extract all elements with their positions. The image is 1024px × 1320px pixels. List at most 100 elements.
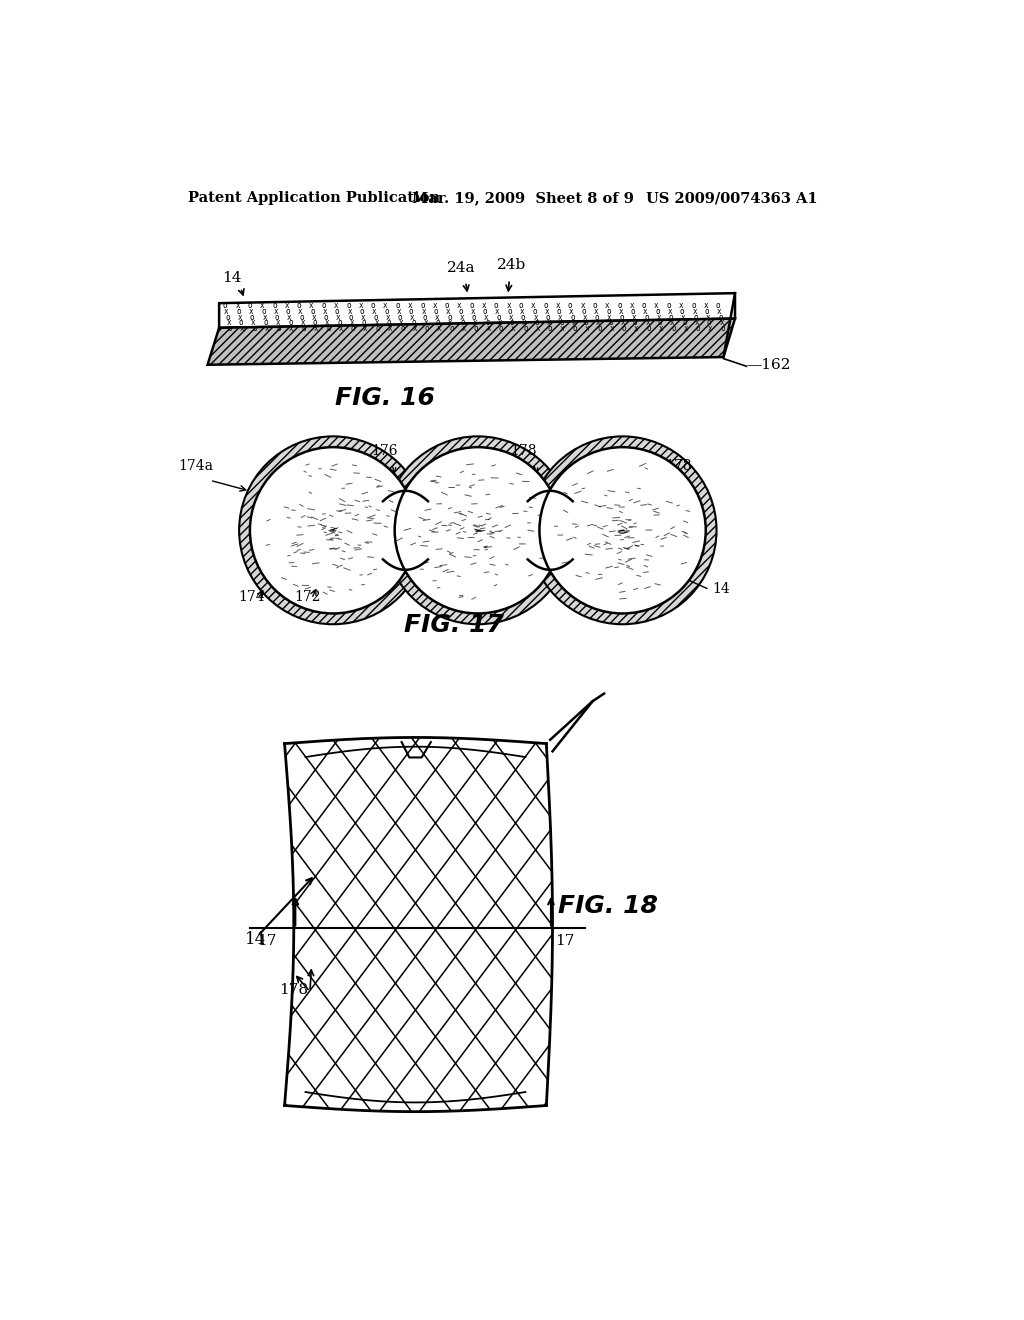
Text: x: x bbox=[654, 301, 658, 310]
Text: o: o bbox=[622, 325, 627, 333]
Text: o: o bbox=[523, 325, 528, 333]
Text: x: x bbox=[558, 313, 562, 322]
Text: o: o bbox=[620, 313, 625, 322]
Text: o: o bbox=[324, 313, 329, 322]
Text: x: x bbox=[383, 301, 388, 310]
Text: o: o bbox=[617, 301, 622, 310]
Text: FIG. 17: FIG. 17 bbox=[404, 612, 504, 638]
Text: o: o bbox=[422, 313, 427, 322]
Text: x: x bbox=[630, 301, 634, 310]
Text: x: x bbox=[226, 318, 231, 327]
Text: o: o bbox=[326, 325, 331, 333]
Text: o: o bbox=[409, 306, 414, 315]
Text: o: o bbox=[642, 301, 646, 310]
Text: x: x bbox=[560, 325, 565, 333]
Text: x: x bbox=[396, 306, 401, 315]
Text: o: o bbox=[225, 313, 230, 322]
Text: x: x bbox=[496, 306, 500, 315]
Text: x: x bbox=[298, 306, 303, 315]
Text: x: x bbox=[708, 325, 713, 333]
Text: x: x bbox=[462, 325, 466, 333]
Text: x: x bbox=[621, 318, 626, 327]
Text: x: x bbox=[240, 325, 245, 333]
Text: x: x bbox=[410, 313, 415, 322]
Text: x: x bbox=[520, 306, 524, 315]
Text: o: o bbox=[559, 318, 563, 327]
Text: x: x bbox=[421, 306, 426, 315]
Text: o: o bbox=[371, 301, 376, 310]
Text: o: o bbox=[532, 306, 537, 315]
Text: 24a: 24a bbox=[447, 261, 476, 276]
Text: x: x bbox=[506, 301, 511, 310]
Text: o: o bbox=[472, 313, 476, 322]
Text: o: o bbox=[458, 306, 463, 315]
Text: o: o bbox=[312, 318, 317, 327]
Text: Mar. 19, 2009  Sheet 8 of 9: Mar. 19, 2009 Sheet 8 of 9 bbox=[412, 191, 634, 206]
Text: x: x bbox=[511, 325, 515, 333]
Text: x: x bbox=[486, 325, 490, 333]
Text: o: o bbox=[351, 325, 355, 333]
Text: o: o bbox=[412, 318, 416, 327]
Text: o: o bbox=[299, 313, 304, 322]
Text: o: o bbox=[568, 301, 572, 310]
Text: x: x bbox=[437, 325, 441, 333]
Text: o: o bbox=[521, 313, 525, 322]
Text: o: o bbox=[485, 318, 489, 327]
Text: x: x bbox=[522, 318, 526, 327]
Text: o: o bbox=[671, 325, 676, 333]
Text: o: o bbox=[420, 301, 425, 310]
Text: o: o bbox=[263, 318, 268, 327]
Text: x: x bbox=[309, 301, 313, 310]
Ellipse shape bbox=[250, 447, 416, 614]
Text: o: o bbox=[359, 306, 365, 315]
Text: o: o bbox=[718, 313, 723, 322]
Text: x: x bbox=[609, 325, 614, 333]
Text: o: o bbox=[322, 301, 326, 310]
Text: o: o bbox=[720, 325, 725, 333]
Text: 14: 14 bbox=[245, 931, 266, 948]
Text: x: x bbox=[347, 306, 352, 315]
Text: x: x bbox=[374, 318, 379, 327]
Text: x: x bbox=[311, 313, 316, 322]
Text: o: o bbox=[261, 306, 265, 315]
Text: x: x bbox=[300, 318, 305, 327]
Text: o: o bbox=[272, 301, 276, 310]
Text: x: x bbox=[249, 306, 253, 315]
Text: x: x bbox=[679, 301, 683, 310]
Text: x: x bbox=[432, 301, 437, 310]
Text: o: o bbox=[400, 325, 404, 333]
Text: x: x bbox=[556, 301, 560, 310]
Text: o: o bbox=[508, 306, 512, 315]
Text: 17: 17 bbox=[257, 935, 276, 948]
Text: 178: 178 bbox=[510, 444, 537, 458]
Text: o: o bbox=[310, 306, 315, 315]
Text: o: o bbox=[707, 318, 712, 327]
Text: x: x bbox=[275, 318, 281, 327]
Text: x: x bbox=[339, 325, 343, 333]
Text: o: o bbox=[348, 313, 353, 322]
Text: 24b: 24b bbox=[497, 257, 526, 272]
Text: x: x bbox=[683, 325, 688, 333]
Text: o: o bbox=[250, 313, 255, 322]
Text: x: x bbox=[484, 313, 488, 322]
Text: o: o bbox=[436, 318, 440, 327]
Text: o: o bbox=[276, 325, 282, 333]
Text: —162: —162 bbox=[746, 358, 792, 372]
Text: x: x bbox=[632, 313, 637, 322]
Text: x: x bbox=[656, 313, 662, 322]
Text: x: x bbox=[645, 318, 650, 327]
Polygon shape bbox=[219, 293, 735, 327]
Text: x: x bbox=[531, 301, 536, 310]
Text: x: x bbox=[509, 313, 513, 322]
Text: o: o bbox=[691, 301, 695, 310]
Ellipse shape bbox=[540, 447, 706, 614]
Text: 174: 174 bbox=[493, 585, 519, 599]
Text: x: x bbox=[325, 318, 330, 327]
Text: x: x bbox=[262, 313, 267, 322]
Text: x: x bbox=[634, 325, 639, 333]
Text: o: o bbox=[695, 325, 700, 333]
Text: x: x bbox=[681, 313, 686, 322]
Text: x: x bbox=[692, 306, 697, 315]
Text: o: o bbox=[682, 318, 687, 327]
Text: x: x bbox=[336, 313, 341, 322]
